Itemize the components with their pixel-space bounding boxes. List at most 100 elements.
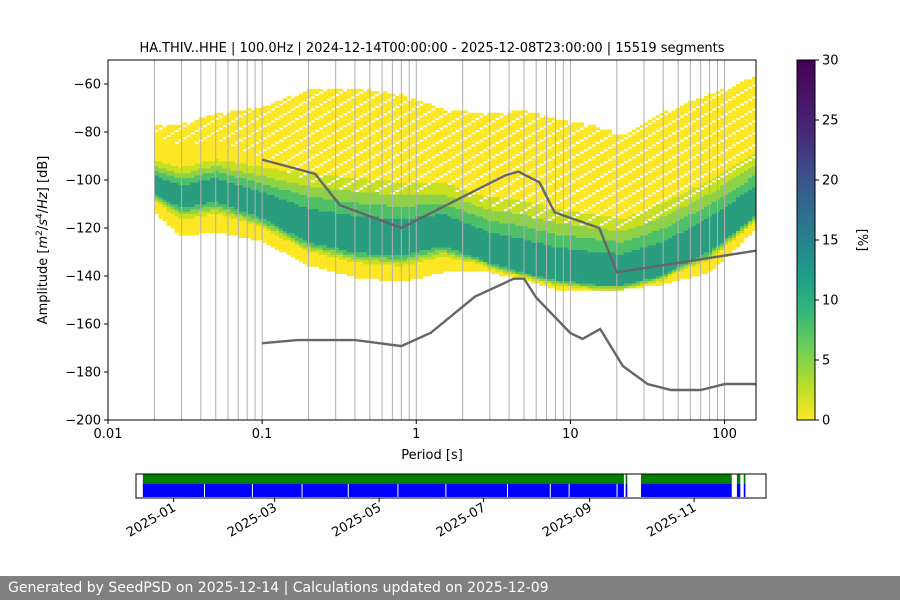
density-cell [338, 117, 344, 121]
density-cell [186, 194, 191, 198]
density-cell [491, 172, 496, 176]
density-cell [435, 213, 440, 217]
density-cell [415, 249, 420, 253]
density-cell [342, 165, 348, 169]
density-cell [334, 110, 340, 114]
density-cell [266, 115, 272, 118]
density-cell [318, 96, 324, 99]
density-cell [455, 256, 460, 260]
density-cell [419, 122, 424, 126]
density-cell [479, 220, 484, 224]
density-cell [435, 204, 440, 207]
density-cell [210, 182, 215, 186]
density-cell [387, 148, 392, 152]
density-cell [290, 220, 296, 224]
density-cell [334, 136, 340, 140]
density-cell [391, 247, 396, 250]
density-cell [411, 218, 416, 222]
density-cell [431, 141, 436, 145]
density-cell [266, 117, 272, 121]
density-cell [475, 124, 480, 128]
density-cell [366, 196, 372, 200]
density-cell [242, 204, 248, 207]
density-cell [415, 160, 420, 164]
density-cell [286, 144, 292, 147]
density-cell [274, 124, 280, 128]
density-cell [242, 153, 248, 157]
density-cell [334, 148, 340, 152]
density-cell [278, 160, 284, 164]
density-cell [358, 206, 364, 210]
density-cell [366, 180, 372, 183]
density-cell [471, 151, 476, 154]
density-cell [234, 132, 240, 135]
density-cell [334, 271, 340, 274]
density-cell [262, 165, 268, 169]
density-cell [330, 105, 336, 109]
density-cell [431, 201, 436, 205]
density-cell [346, 148, 352, 152]
density-cell [451, 182, 456, 186]
density-cell [310, 165, 316, 169]
density-cell [459, 237, 464, 241]
density-cell [266, 232, 272, 236]
density-cell [471, 261, 476, 265]
density-cell [391, 165, 396, 169]
density-cell [266, 196, 272, 200]
density-cell [403, 110, 408, 114]
density-cell [338, 242, 344, 246]
density-cell [238, 184, 244, 188]
density-cell [451, 184, 456, 188]
density-cell [471, 136, 476, 140]
density-cell [427, 103, 432, 106]
density-cell [326, 120, 332, 123]
density-cell [354, 127, 360, 130]
density-cell [358, 132, 364, 135]
density-cell [238, 206, 244, 210]
density-cell [427, 268, 432, 272]
density-cell [154, 144, 159, 147]
density-cell [258, 124, 264, 128]
density-cell [439, 242, 444, 246]
density-cell [226, 182, 231, 186]
density-cell [182, 211, 187, 214]
density-cell [479, 120, 484, 123]
density-cell [439, 218, 444, 222]
density-cell [270, 124, 276, 128]
density-cell [370, 151, 376, 154]
density-cell [290, 110, 296, 114]
density-cell [431, 220, 436, 224]
density-cell [387, 151, 392, 154]
density-cell [358, 168, 364, 171]
density-cell [302, 235, 308, 238]
density-cell [230, 196, 236, 200]
density-cell [326, 264, 332, 267]
density-cell [431, 192, 436, 195]
density-cell [186, 170, 191, 174]
density-cell [459, 232, 464, 236]
density-cell [254, 194, 260, 198]
density-cell [330, 244, 336, 248]
density-cell [395, 242, 400, 246]
density-cell [326, 139, 332, 142]
density-cell [427, 105, 432, 109]
density-cell [154, 211, 159, 214]
density-cell [387, 175, 392, 178]
density-cell [226, 187, 231, 190]
density-cell [350, 160, 356, 164]
density-cell [362, 129, 368, 133]
density-cell [358, 232, 364, 236]
density-cell [190, 194, 195, 198]
density-cell [298, 201, 304, 205]
density-cell [439, 156, 444, 159]
density-cell [226, 160, 231, 164]
density-cell [186, 230, 191, 234]
density-cell [346, 120, 352, 123]
density-cell [226, 223, 231, 226]
density-cell [387, 273, 392, 277]
density-cell [270, 141, 276, 145]
density-cell [467, 168, 472, 171]
density-cell [282, 204, 288, 207]
density-cell [258, 156, 264, 159]
density-cell [190, 204, 195, 207]
